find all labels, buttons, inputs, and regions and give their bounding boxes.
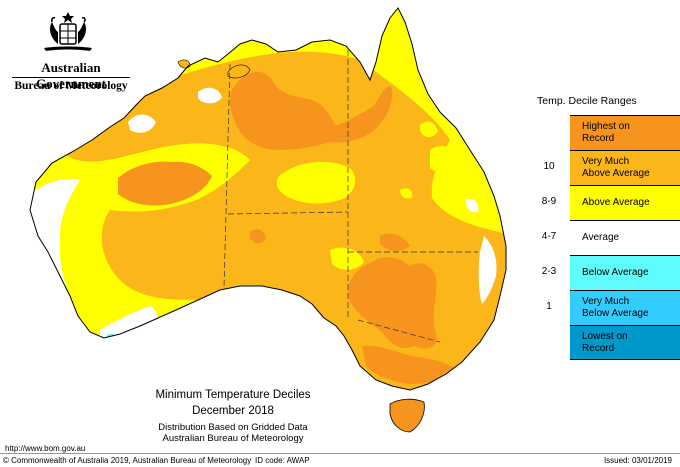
- average-region: [466, 198, 479, 213]
- tasmania-region: [389, 398, 425, 433]
- legend-label: Highest on: [582, 121, 630, 132]
- average-region: [128, 114, 156, 133]
- highest-on-record-region: [380, 233, 410, 252]
- map-source: Australian Bureau of Meteorology: [162, 433, 304, 444]
- legend-swatch: Average: [570, 220, 680, 255]
- id-code: ID code: AWAP: [255, 456, 310, 465]
- island-region: [177, 59, 191, 69]
- legend-label: Very Much: [582, 296, 630, 307]
- legend-class: 4-7: [541, 231, 557, 242]
- legend-label: Below Average: [582, 308, 649, 319]
- legend-class: 8-9: [541, 196, 557, 207]
- map-period: December 2018: [192, 405, 274, 417]
- above-average-region: [400, 188, 413, 199]
- legend-item: Lowest on Record: [530, 325, 680, 360]
- highest-on-record-region: [250, 229, 266, 244]
- legend-label: Very Much: [582, 156, 630, 167]
- coat-of-arms-icon: [44, 12, 92, 51]
- legend-item: 2-3 Below Average: [530, 255, 680, 290]
- highest-on-record-region: [118, 161, 212, 206]
- highest-on-record-region: [347, 257, 437, 349]
- legend-swatch: Below Average: [570, 255, 680, 290]
- map-title: Minimum Temperature Deciles: [155, 389, 311, 401]
- legend-label: Record: [582, 133, 615, 144]
- footer: © Commonwealth of Australia 2019, Austra…: [0, 455, 680, 467]
- above-average-region: [420, 121, 438, 138]
- legend-label: Below Average: [582, 267, 649, 278]
- state-borders: [223, 50, 478, 343]
- average-region: [478, 236, 497, 304]
- legend-swatch: Very Much Above Average: [570, 150, 680, 185]
- legend-class: 2-3: [541, 266, 557, 277]
- legend-title: Temp. Decile Ranges: [537, 95, 637, 107]
- above-average-region: [430, 145, 460, 173]
- legend-item: 1 Very Much Below Average: [530, 290, 680, 325]
- legend-item: Highest on Record: [530, 115, 680, 150]
- footer-divider: [0, 453, 680, 454]
- header-divider: [12, 77, 130, 78]
- legend-label: Above Average: [582, 168, 650, 179]
- legend-item: 8-9 Above Average: [530, 185, 680, 220]
- legend-item: 4-7 Average: [530, 220, 680, 255]
- legend-swatch: Above Average: [570, 185, 680, 220]
- island-region: [227, 64, 251, 79]
- issued-date: Issued: 03/01/2019: [603, 456, 672, 465]
- legend-class: 1: [546, 301, 552, 312]
- government-title: Australian Government: [35, 60, 107, 91]
- legend-swatch: Highest on Record: [570, 115, 680, 150]
- bom-url[interactable]: http://www.bom.gov.au: [5, 444, 86, 453]
- legend-swatch: Very Much Below Average: [570, 290, 680, 325]
- copyright-text: © Commonwealth of Australia 2019, Austra…: [3, 456, 252, 465]
- legend-label: Average: [582, 232, 620, 243]
- bureau-title: Bureau of Meteorology: [14, 80, 128, 92]
- highest-on-record-region: [362, 345, 458, 384]
- legend-label: Lowest on: [582, 331, 628, 342]
- highest-on-record-region: [229, 71, 393, 150]
- map-basis: Distribution Based on Gridded Data: [158, 422, 308, 433]
- legend-class: 10: [543, 161, 555, 172]
- legend-item: 10 Very Much Above Average: [530, 150, 680, 185]
- legend-label: Record: [582, 343, 615, 354]
- legend-swatch: Lowest on Record: [570, 325, 680, 360]
- above-average-region: [330, 247, 364, 270]
- average-region: [198, 87, 222, 104]
- legend-label: Above Average: [582, 197, 650, 208]
- above-average-region: [276, 161, 356, 204]
